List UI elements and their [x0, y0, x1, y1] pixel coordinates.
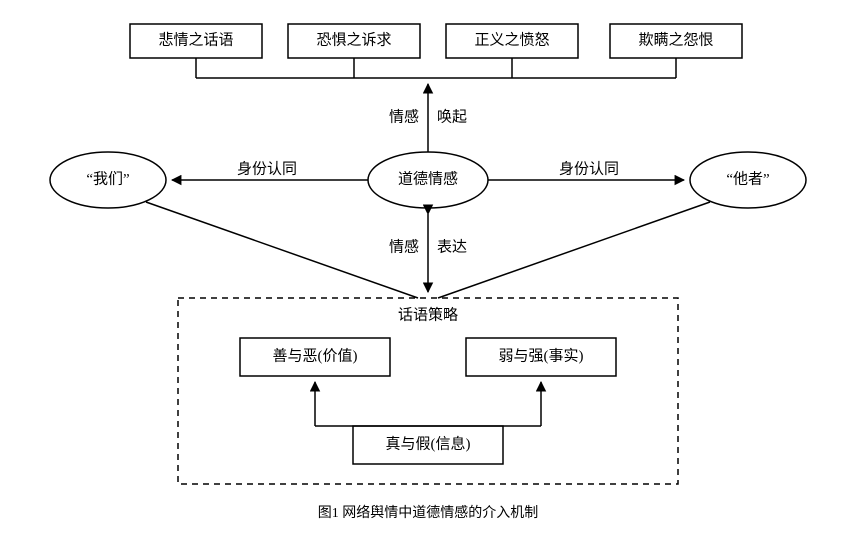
top-box-group: 悲情之话语 恐惧之诉求 正义之愤怒 欺瞒之怨恨 — [130, 24, 742, 78]
center-ellipse-label: 道德情感 — [398, 169, 458, 187]
info-box-label: 真与假(信息) — [386, 434, 471, 452]
express-label-left: 情感 — [389, 238, 419, 255]
identity-label-left: 身份认同 — [237, 160, 297, 177]
top-box-4-label: 欺瞒之怨恨 — [638, 31, 713, 48]
strategy-title: 话语策略 — [398, 306, 458, 323]
right-ellipse-label: “他者” — [726, 170, 769, 187]
value-box-label: 善与恶(价值) — [273, 347, 358, 364]
top-box-2-label: 恐惧之诉求 — [316, 31, 391, 48]
diag-right — [438, 202, 710, 298]
top-box-1-label: 悲情之话语 — [158, 31, 233, 48]
figure-caption: 图1 网络舆情中道德情感的介入机制 — [318, 504, 539, 521]
arouse-label-right: 唤起 — [437, 108, 467, 125]
fact-box-label: 弱与强(事实) — [499, 347, 584, 364]
arouse-label-left: 情感 — [389, 108, 419, 125]
express-label-right: 表达 — [437, 238, 467, 255]
left-ellipse-label: “我们” — [86, 170, 129, 187]
top-box-3-label: 正义之愤怒 — [474, 31, 549, 48]
diag-left — [146, 202, 418, 298]
identity-label-right: 身份认同 — [559, 160, 619, 177]
